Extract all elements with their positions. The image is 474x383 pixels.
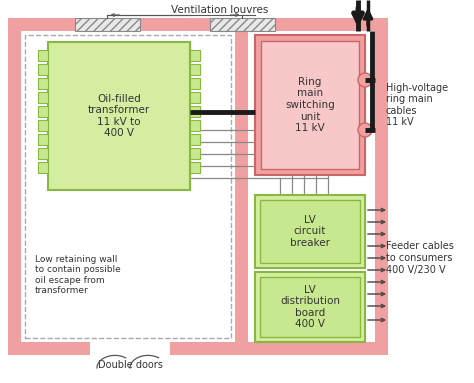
Bar	[38, 50, 48, 61]
Bar	[38, 78, 48, 89]
Bar	[38, 134, 48, 145]
Text: LV
circuit
breaker: LV circuit breaker	[290, 215, 330, 248]
Bar	[21, 31, 375, 342]
Bar	[38, 120, 48, 131]
Circle shape	[358, 73, 372, 87]
Bar	[90, 342, 170, 355]
Bar	[210, 18, 275, 31]
Bar	[38, 162, 48, 173]
Bar	[255, 272, 365, 342]
Bar	[190, 134, 200, 145]
Bar	[190, 162, 200, 173]
Bar	[190, 50, 200, 61]
Text: Low retaining wall
to contain possible
oil escape from
transformer: Low retaining wall to contain possible o…	[35, 255, 121, 295]
Text: Ventilation louvres: Ventilation louvres	[171, 5, 269, 15]
Text: Oil-filled
transformer
11 kV to
400 V: Oil-filled transformer 11 kV to 400 V	[88, 93, 150, 138]
Bar	[375, 18, 388, 342]
Text: Double doors: Double doors	[98, 360, 163, 370]
Text: High-voltage
ring main
cables
11 kV: High-voltage ring main cables 11 kV	[386, 83, 448, 128]
Bar	[375, 18, 388, 342]
Bar	[235, 18, 388, 31]
Bar	[260, 277, 360, 337]
Bar	[8, 18, 388, 355]
Bar	[190, 120, 200, 131]
Bar	[210, 18, 275, 31]
Bar	[190, 64, 200, 75]
Bar	[75, 18, 140, 31]
Bar	[190, 148, 200, 159]
Bar	[38, 106, 48, 117]
Bar	[75, 18, 140, 31]
Bar	[48, 42, 190, 190]
Bar	[38, 92, 48, 103]
Bar	[190, 78, 200, 89]
Bar	[255, 35, 365, 175]
Bar	[25, 35, 231, 338]
Bar	[190, 92, 200, 103]
Bar	[255, 195, 365, 268]
Bar	[261, 41, 359, 169]
Text: LV
distribution
board
400 V: LV distribution board 400 V	[280, 285, 340, 329]
Bar	[190, 106, 200, 117]
Circle shape	[358, 123, 372, 137]
Bar	[38, 148, 48, 159]
Bar	[260, 200, 360, 263]
Bar	[38, 64, 48, 75]
Bar	[235, 18, 248, 342]
Text: Feeder cables
to consumers
400 V/230 V: Feeder cables to consumers 400 V/230 V	[386, 241, 454, 275]
Text: Ring
main
switching
unit
11 kV: Ring main switching unit 11 kV	[285, 77, 335, 133]
